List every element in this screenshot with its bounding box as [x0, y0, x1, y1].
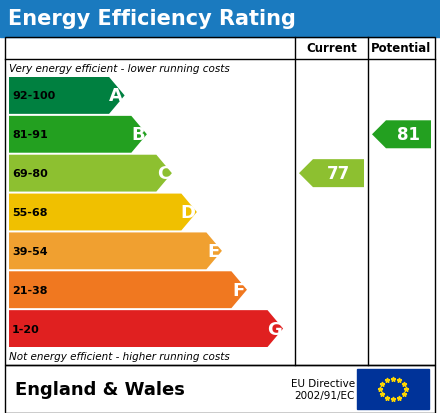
Text: Potential: Potential — [371, 43, 432, 55]
Polygon shape — [9, 78, 125, 114]
Text: E: E — [207, 242, 220, 260]
Text: 21-38: 21-38 — [12, 285, 48, 295]
Text: 39-54: 39-54 — [12, 246, 48, 256]
Text: 81-91: 81-91 — [12, 130, 48, 140]
Bar — [0, 0, 440, 38]
Text: 69-80: 69-80 — [12, 169, 48, 179]
Polygon shape — [372, 121, 431, 149]
Text: 92-100: 92-100 — [12, 91, 55, 101]
Polygon shape — [9, 116, 147, 153]
Text: D: D — [181, 204, 196, 221]
Text: C: C — [157, 165, 170, 183]
Text: EU Directive: EU Directive — [291, 378, 355, 388]
Text: F: F — [232, 281, 245, 299]
Text: 81: 81 — [397, 126, 420, 144]
Bar — [357, 369, 429, 409]
Polygon shape — [9, 194, 197, 231]
Bar — [5, 38, 435, 365]
Polygon shape — [9, 155, 172, 192]
Text: 2002/91/EC: 2002/91/EC — [295, 390, 355, 400]
Text: Very energy efficient - lower running costs: Very energy efficient - lower running co… — [9, 63, 230, 74]
Text: Current: Current — [306, 43, 357, 55]
Text: 77: 77 — [327, 165, 350, 183]
Bar — [5, 365, 435, 413]
Text: B: B — [132, 126, 145, 144]
Text: 55-68: 55-68 — [12, 207, 48, 218]
Polygon shape — [9, 272, 247, 309]
Polygon shape — [9, 311, 283, 347]
Polygon shape — [9, 233, 222, 270]
Text: England & Wales: England & Wales — [15, 380, 185, 398]
Text: A: A — [109, 87, 123, 105]
Text: Not energy efficient - higher running costs: Not energy efficient - higher running co… — [9, 351, 230, 362]
Text: 1-20: 1-20 — [12, 324, 40, 334]
Polygon shape — [299, 160, 364, 188]
Text: G: G — [267, 320, 282, 338]
Text: Energy Efficiency Rating: Energy Efficiency Rating — [8, 9, 296, 29]
